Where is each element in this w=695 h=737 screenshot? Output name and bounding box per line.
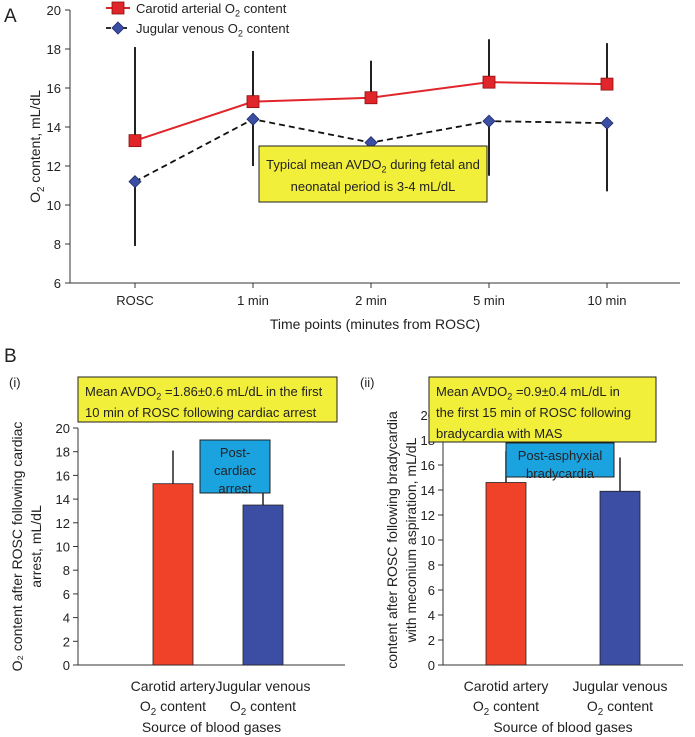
y-tick-label: 12 [56, 516, 70, 531]
panel-b-label: B [4, 346, 17, 367]
y-tick-label: 10 [421, 533, 435, 548]
y-tick-label: 14 [47, 120, 61, 135]
annotation-box [258, 145, 488, 203]
point-jugular [246, 112, 260, 126]
y-tick-label: 10 [56, 540, 70, 555]
panel-a-label: A [4, 6, 17, 27]
note-line-3: bradycardia with MAS [436, 426, 563, 441]
x-category-label-line-1: Carotid artery [464, 678, 549, 694]
group-label-line: Post-asphyxial [518, 448, 603, 463]
group-label-line: cardiac [214, 463, 256, 478]
bar [152, 483, 194, 666]
note-line-2: 10 min of ROSC following cardiac arrest [85, 405, 317, 420]
x-tick-label: ROSC [116, 293, 154, 308]
x-tick-label: 2 min [355, 293, 387, 308]
point-carotid [600, 77, 614, 91]
point-carotid [482, 75, 496, 89]
annotation-line-1: Typical mean AVDO2 during fetal and [266, 157, 480, 175]
y-tick-label: 20 [47, 3, 61, 18]
y-tick-label: 18 [47, 42, 61, 57]
bar [242, 504, 284, 666]
note-line-1: Mean AVDO2 =0.9±0.4 mL/dL in [436, 384, 620, 402]
y-tick-label: 14 [56, 492, 70, 507]
y-tick-label: 8 [54, 237, 61, 252]
y-axis-title-line-1: content after ROSC following bradycardia [384, 411, 400, 669]
group-label-line: arrest [218, 481, 252, 496]
y-tick-label: 0 [428, 658, 435, 673]
x-category-label-line-1: Jugular venous [216, 678, 311, 694]
y-axis-title: O2 content, mL/dL [27, 90, 47, 203]
subpanel-ii-label: (ii) [360, 375, 374, 390]
y-tick-label: 16 [56, 468, 70, 483]
x-tick-label: 10 min [587, 293, 626, 308]
x-tick-label: 1 min [237, 293, 269, 308]
y-tick-label: 14 [421, 483, 435, 498]
y-axis-title-line-2: with meconium aspiration, mL/dL [403, 437, 419, 643]
y-tick-label: 16 [47, 81, 61, 96]
group-label-box [199, 439, 271, 494]
y-tick-label: 6 [428, 583, 435, 598]
x-category-label-line-2: O2 content [140, 698, 206, 718]
x-category-label-line-2: O2 content [230, 698, 296, 718]
y-tick-label: 6 [54, 276, 61, 291]
point-carotid [364, 91, 378, 105]
y-tick-label: 4 [63, 611, 70, 626]
bar [485, 482, 527, 666]
bar-chart-panel-b-i: 0 2 4 6 8 10 12 14 16 18 20 Carotid artery O2 conten… [9, 376, 345, 735]
x-tick-label: 5 min [473, 293, 505, 308]
y-tick-label: 8 [63, 563, 70, 578]
y-tick-label: 20 [56, 421, 70, 436]
note-box [428, 376, 657, 443]
x-category-label-line-2: O2 content [587, 698, 653, 718]
note-line-1: Mean AVDO2 =1.86±0.6 mL/dL in the first [85, 384, 323, 402]
legend-label-carotid: Carotid arterial O2 content [136, 1, 287, 19]
group-label-box [505, 442, 615, 478]
point-carotid [128, 134, 142, 148]
annotation-line-2: neonatal period is 3-4 mL/dL [291, 179, 456, 194]
legend-label-jugular: Jugular venous O2 content [136, 21, 290, 39]
y-axis-title-line-2: arrest, mL/dL [28, 505, 44, 588]
group-label-line: bradycardia [526, 466, 595, 481]
point-carotid [246, 95, 260, 109]
y-tick-label: 0 [63, 658, 70, 673]
legend-marker-carotid [111, 1, 125, 15]
y-axis-title-line-1: O₂ content after ROSC following cardiac [9, 422, 25, 672]
y-tick-label: 18 [56, 445, 70, 460]
note-box [77, 376, 338, 423]
subpanel-i-label: (i) [9, 375, 21, 390]
x-axis-title: Source of blood gases [493, 719, 632, 735]
point-jugular [128, 175, 142, 189]
y-tick-label: 12 [421, 508, 435, 523]
x-axis-title: Time points (minutes from ROSC) [270, 316, 480, 332]
note-line-2: the first 15 min of ROSC following [436, 405, 631, 420]
y-tick-label: 10 [47, 198, 61, 213]
y-tick-label: 8 [428, 558, 435, 573]
y-tick-label: 6 [63, 587, 70, 602]
group-label-line: Post- [220, 445, 250, 460]
y-tick-label: 16 [421, 458, 435, 473]
y-tick-label: 4 [428, 608, 435, 623]
x-category-label-line-1: Carotid artery [131, 678, 216, 694]
y-tick-label: 12 [47, 159, 61, 174]
x-category-label-line-1: Jugular venous [573, 678, 668, 694]
point-jugular [600, 116, 614, 130]
legend-marker-jugular [111, 21, 125, 35]
point-jugular [482, 114, 496, 128]
x-axis-title: Source of blood gases [142, 719, 281, 735]
y-tick-label: 2 [63, 634, 70, 649]
line-chart-panel-a: 6 8 10 12 14 16 18 20 ROSC 1 min 2 min 5 min 10 min T… [27, 1, 680, 332]
y-tick-label: 2 [428, 633, 435, 648]
x-category-label-line-2: O2 content [473, 698, 539, 718]
bar [599, 490, 641, 666]
